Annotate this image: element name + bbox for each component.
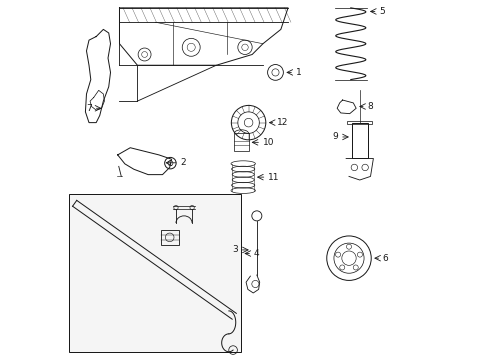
Text: 8: 8 <box>368 102 373 111</box>
Text: 2: 2 <box>180 158 186 167</box>
Text: 5: 5 <box>379 7 385 16</box>
Text: 4: 4 <box>254 249 259 258</box>
Text: 1: 1 <box>295 68 301 77</box>
Text: 3: 3 <box>232 246 238 255</box>
Bar <box>69 194 242 352</box>
Bar <box>234 134 248 151</box>
Bar <box>347 121 372 125</box>
Bar <box>352 123 368 158</box>
Bar <box>161 230 179 244</box>
Text: 11: 11 <box>268 173 279 182</box>
Text: 10: 10 <box>263 138 274 147</box>
Text: 9: 9 <box>333 132 339 141</box>
Text: 12: 12 <box>277 118 288 127</box>
Text: 6: 6 <box>383 254 389 263</box>
Text: 7: 7 <box>86 104 92 113</box>
